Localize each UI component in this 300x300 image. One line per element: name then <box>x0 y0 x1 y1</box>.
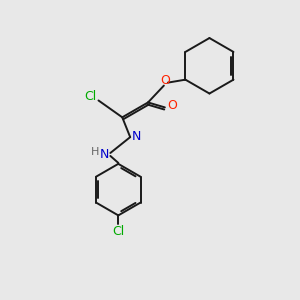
Text: O: O <box>167 99 177 112</box>
Text: N: N <box>100 148 109 161</box>
Text: Cl: Cl <box>84 90 97 103</box>
Text: H: H <box>91 147 100 157</box>
Text: O: O <box>160 74 170 87</box>
Text: Cl: Cl <box>112 225 124 238</box>
Text: N: N <box>131 130 141 142</box>
